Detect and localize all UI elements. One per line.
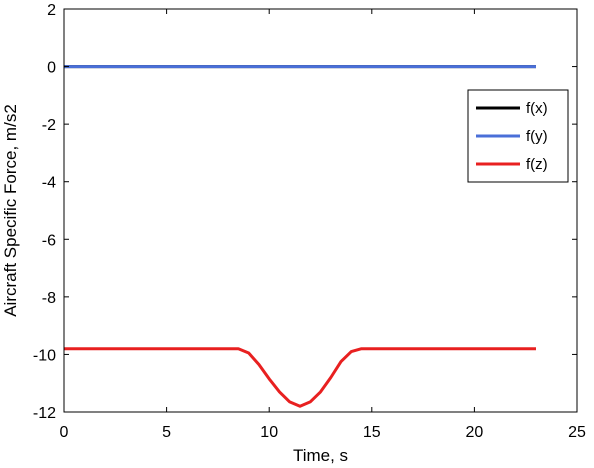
axis-ticks (63, 8, 578, 413)
y-tick-label: -10 (33, 347, 56, 364)
legend-label-fz: f(z) (526, 156, 548, 173)
x-tick-label: 25 (568, 424, 586, 441)
series-line-fz (64, 347, 536, 408)
plot-frame (63, 8, 578, 413)
y-tick-label: -2 (42, 117, 56, 134)
y-tick-label: -8 (42, 290, 56, 307)
x-tick-label: 20 (466, 424, 484, 441)
x-axis-label: Time, s (293, 446, 348, 465)
x-tick-label: 15 (363, 424, 381, 441)
legend-label-fy: f(y) (526, 128, 548, 145)
y-tick-label: 2 (47, 2, 56, 19)
x-tick-label: 10 (260, 424, 278, 441)
legend: f(x) f(y) f(z) (467, 89, 569, 183)
legend-label-fx: f(x) (526, 100, 548, 117)
y-tick-label: 0 (47, 60, 56, 77)
plot-lines (64, 65, 536, 408)
y-tick-label: -4 (42, 175, 56, 192)
x-tick-label: 5 (162, 424, 171, 441)
y-tick-label: -12 (33, 405, 56, 422)
y-tick-label: -6 (42, 232, 56, 249)
x-tick-label: 0 (60, 424, 69, 441)
y-axis-label: Aircraft Specific Force, m/s2 (1, 104, 20, 317)
